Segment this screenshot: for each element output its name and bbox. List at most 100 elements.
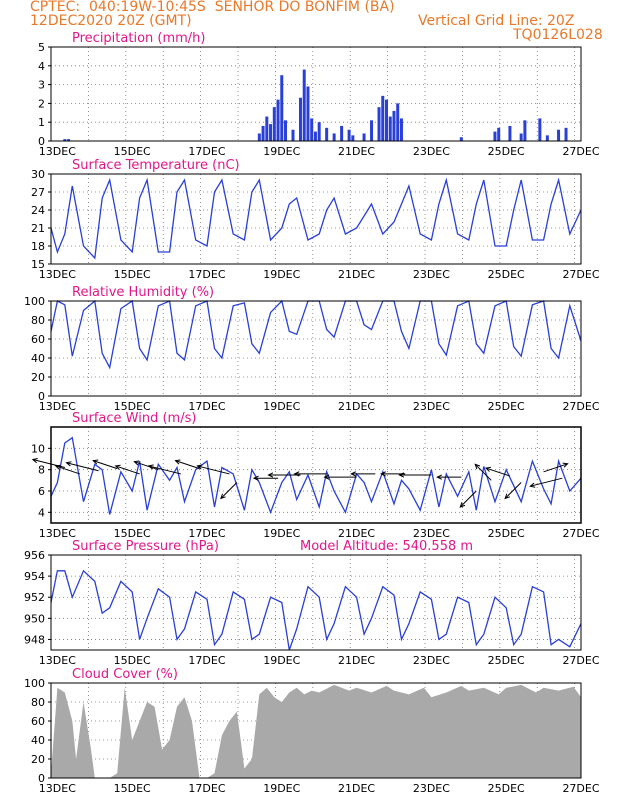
wind-arrowhead <box>196 464 203 470</box>
precip-bar <box>347 129 351 141</box>
x-tick-label: 13DEC <box>39 268 76 281</box>
cloud-title: Cloud Cover (%) <box>72 667 178 682</box>
y-tick-label: 100 <box>24 677 45 690</box>
y-tick-label: 2 <box>38 97 45 110</box>
precip-bar <box>325 127 329 141</box>
y-tick-label: 4 <box>38 506 45 519</box>
y-tick-label: 8 <box>38 464 45 477</box>
model-altitude-label: Model Altitude: 540.558 m <box>300 539 473 554</box>
precip-bar <box>396 103 400 141</box>
temp-title: Surface Temperature (nC) <box>72 158 240 173</box>
wind-arrow <box>66 462 99 472</box>
wind-arrowhead <box>133 460 140 466</box>
x-tick-label: 17DEC <box>188 527 225 540</box>
wind-arrowhead <box>220 493 226 500</box>
precip-bar <box>276 99 280 141</box>
rh-line <box>50 299 582 370</box>
precip-bar <box>313 131 317 141</box>
y-tick-label: 20 <box>31 753 45 766</box>
y-tick-label: 20 <box>31 371 45 384</box>
panel-frame <box>50 46 582 142</box>
y-tick-label: 3 <box>38 79 45 92</box>
y-tick-label: 24 <box>31 204 45 217</box>
precip-bar <box>351 135 355 141</box>
x-tick-label: 17DEC <box>188 268 225 281</box>
wind-arrow <box>485 467 511 477</box>
wind-arrowhead <box>529 482 536 488</box>
wind-arrow <box>32 459 65 469</box>
precip-bar <box>269 124 273 141</box>
wind-arrowhead <box>92 459 99 465</box>
panel-frame <box>50 554 582 651</box>
wind-arrowhead <box>54 464 61 470</box>
precip-bar <box>280 75 284 141</box>
precip-bar <box>564 127 568 141</box>
y-tick-label: 0 <box>38 135 45 148</box>
wind-arrow <box>55 465 80 475</box>
x-tick-label: 23DEC <box>413 654 450 667</box>
y-tick-label: 6 <box>38 485 45 498</box>
wind-arrowhead <box>323 474 330 480</box>
precip-bar <box>508 125 512 141</box>
y-tick-label: 30 <box>31 168 45 181</box>
panel-cloud: 0 20 40 60 80 100 13DEC 15DEC 17DEC 19DEC 21DEC 23D… <box>24 667 600 795</box>
wind-arrow <box>220 482 238 499</box>
precip-bar <box>497 127 501 141</box>
y-tick-label: 100 <box>24 295 45 308</box>
wind-arrow <box>148 465 181 475</box>
precip-bar <box>459 137 463 141</box>
x-tick-label: 23DEC <box>413 527 450 540</box>
x-tick-label: 15DEC <box>114 654 151 667</box>
y-tick-label: 60 <box>31 715 45 728</box>
wind-arrowhead <box>350 471 357 477</box>
x-tick-label: 15DEC <box>114 145 151 158</box>
precip-title: Precipitation (mm/h) <box>72 31 205 46</box>
y-tick-label: 27 <box>31 186 45 199</box>
x-tick-label: 17DEC <box>188 145 225 158</box>
y-tick-label: 952 <box>24 591 45 604</box>
wind-arrow <box>459 490 477 508</box>
y-tick-label: 954 <box>24 570 45 583</box>
header-datetime: 12DEC2020 20Z (GMT) <box>30 13 192 29</box>
x-tick-label: 21DEC <box>338 145 375 158</box>
wind-arrowhead <box>474 463 481 470</box>
panel-wind: 4 6 8 10 13DEC 15DEC 17DEC 19DEC 21DEC 23DEC 25DEC… <box>31 411 600 540</box>
precip-bar <box>377 107 381 141</box>
precip-bar <box>385 99 389 141</box>
header-code: TQ0126L028 <box>513 27 603 43</box>
x-tick-label: 19DEC <box>263 654 300 667</box>
precip-bar <box>519 133 523 141</box>
pres-line <box>50 569 582 651</box>
x-tick-label: 21DEC <box>338 268 375 281</box>
y-tick-label: 950 <box>24 612 45 625</box>
panel-pres: 948 950 952 954 956 13DEC 15DEC 17DEC 19DEC 21DEC… <box>24 539 600 667</box>
x-tick-label: 25DEC <box>488 654 525 667</box>
wind-arrow <box>175 460 200 470</box>
x-tick-label: 21DEC <box>338 527 375 540</box>
x-tick-label: 13DEC <box>39 527 76 540</box>
precip-bar <box>388 116 392 141</box>
x-tick-label: 25DEC <box>488 400 525 413</box>
x-tick-label: 17DEC <box>188 400 225 413</box>
y-tick-label: 5 <box>38 41 45 54</box>
wind-arrowhead <box>174 459 181 465</box>
precip-bar <box>302 69 306 141</box>
precip-bar <box>362 133 366 141</box>
precip-bar <box>493 131 497 141</box>
wind-arrowhead <box>252 475 259 481</box>
wind-arrowhead <box>459 502 466 508</box>
x-tick-label: 21DEC <box>338 782 375 795</box>
precip-bar <box>332 133 336 141</box>
wind-arrowhead <box>398 472 405 478</box>
y-tick-label: 40 <box>31 734 45 747</box>
wind-arrow <box>197 465 230 475</box>
x-tick-label: 15DEC <box>114 527 151 540</box>
wind-arrow <box>474 463 492 481</box>
x-tick-label: 13DEC <box>39 782 76 795</box>
y-tick-label: 948 <box>24 633 45 646</box>
precip-bar <box>265 116 269 141</box>
x-tick-label: 15DEC <box>114 782 151 795</box>
precip-bar <box>381 95 385 141</box>
x-tick-label: 23DEC <box>413 782 450 795</box>
